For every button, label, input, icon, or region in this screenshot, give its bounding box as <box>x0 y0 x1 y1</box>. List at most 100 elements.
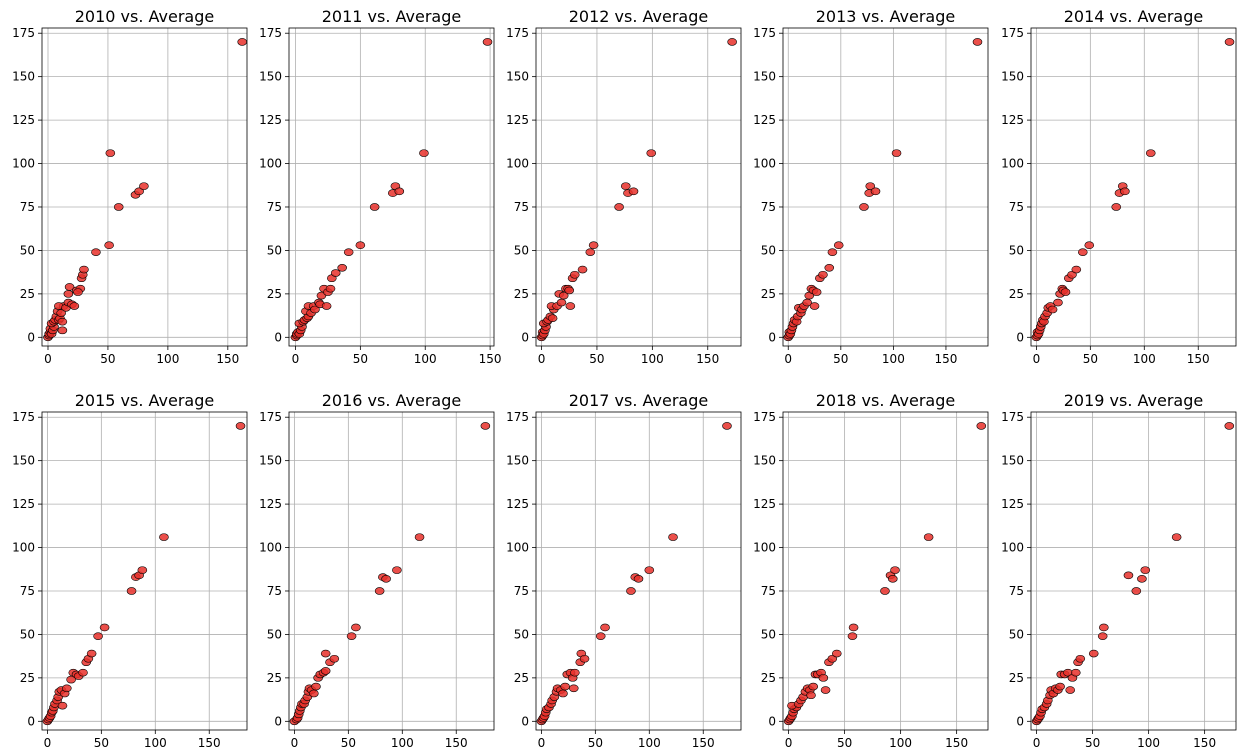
x-tick-label: 0 <box>538 352 546 366</box>
y-tick-label: 100 <box>259 541 282 555</box>
data-point <box>79 265 89 274</box>
data-point <box>976 422 987 430</box>
data-point <box>346 632 357 640</box>
x-tick-label: 50 <box>94 736 109 750</box>
data-point <box>620 182 631 190</box>
data-point <box>73 288 83 296</box>
subplot-1: 0 50 100 150 0 25 50 75 100 125 150 175 2010 vs. Ave… <box>12 7 248 366</box>
data-point <box>1140 566 1151 574</box>
y-tick-label: 25 <box>1009 671 1024 685</box>
y-tick-label: 50 <box>1009 243 1024 257</box>
x-tick-label: 150 <box>945 736 968 750</box>
x-tick-label: 150 <box>692 736 715 750</box>
x-tick-label: 0 <box>291 736 299 750</box>
data-point <box>811 288 822 296</box>
x-tick-label: 150 <box>1187 352 1210 366</box>
data-point <box>1224 38 1235 46</box>
data-point <box>824 264 835 272</box>
data-point <box>806 691 816 700</box>
data-point <box>891 149 902 157</box>
data-point <box>93 632 103 640</box>
data-point <box>66 675 76 684</box>
data-point <box>235 422 246 430</box>
data-point <box>139 182 149 190</box>
data-point <box>480 422 491 430</box>
y-tick-label: 75 <box>267 584 282 598</box>
x-tick-label: 150 <box>216 352 239 366</box>
data-point <box>381 575 391 583</box>
y-tick-label: 175 <box>1001 26 1024 40</box>
x-tick-label: 100 <box>882 352 905 366</box>
data-point <box>237 38 248 46</box>
y-tick-label: 75 <box>514 200 529 214</box>
y-tick-label: 125 <box>506 497 529 511</box>
y-tick-label: 175 <box>506 410 529 424</box>
data-point <box>633 575 644 583</box>
y-tick-label: 0 <box>768 714 776 728</box>
data-point <box>668 533 678 541</box>
y-tick-label: 75 <box>267 200 282 214</box>
plot-frame <box>782 411 989 731</box>
data-point <box>337 264 347 272</box>
y-tick-label: 50 <box>514 627 529 641</box>
data-point <box>614 203 624 211</box>
y-tick-label: 125 <box>12 113 35 127</box>
data-point <box>802 298 812 307</box>
data-point <box>325 284 336 293</box>
x-tick-label: 50 <box>100 352 115 366</box>
y-tick-label: 175 <box>506 26 529 40</box>
y-tick-label: 75 <box>20 584 35 598</box>
plot-frame <box>1030 411 1237 731</box>
data-point <box>1097 632 1108 640</box>
data-point <box>1145 149 1156 157</box>
y-tick-label: 50 <box>514 243 529 257</box>
data-point <box>565 302 576 310</box>
y-tick-label: 150 <box>259 454 282 468</box>
plot-frame <box>288 411 495 731</box>
plot-frame <box>41 411 248 731</box>
data-point <box>355 241 366 250</box>
x-tick-label: 150 <box>198 736 221 750</box>
y-tick-label: 0 <box>1016 330 1024 344</box>
x-tick-label: 100 <box>144 736 167 750</box>
data-point <box>1084 241 1095 250</box>
chart-title: 2017 vs. Average <box>569 391 708 410</box>
y-tick-label: 75 <box>761 584 776 598</box>
data-point <box>1071 668 1081 677</box>
data-point <box>419 149 429 157</box>
chart-title: 2010 vs. Average <box>75 7 214 26</box>
y-tick-label: 175 <box>753 410 776 424</box>
data-point <box>1060 288 1071 296</box>
data-point <box>865 182 876 190</box>
chart-title: 2019 vs. Average <box>1064 391 1203 410</box>
data-point <box>727 38 737 46</box>
y-tick-label: 25 <box>1009 287 1024 301</box>
chart-title: 2016 vs. Average <box>322 391 461 410</box>
y-tick-label: 50 <box>20 243 35 257</box>
data-point <box>113 203 124 211</box>
y-tick-label: 100 <box>506 157 529 171</box>
y-tick-label: 50 <box>761 243 776 257</box>
y-tick-label: 25 <box>20 287 35 301</box>
data-point <box>1071 265 1082 274</box>
plot-frame <box>1030 27 1237 347</box>
data-point <box>570 668 580 677</box>
x-tick-label: 0 <box>785 736 793 750</box>
y-tick-label: 50 <box>761 627 776 641</box>
data-point <box>1123 571 1134 580</box>
data-point <box>1053 298 1063 307</box>
data-point <box>329 654 340 663</box>
x-tick-label: 150 <box>479 352 502 366</box>
data-point <box>392 566 402 574</box>
subplot-6: 0 50 100 150 0 25 50 75 100 125 150 175 2015 vs. Ave… <box>12 391 248 750</box>
x-tick-label: 100 <box>1133 352 1156 366</box>
y-tick-label: 50 <box>267 627 282 641</box>
y-tick-label: 0 <box>1016 714 1024 728</box>
y-tick-label: 0 <box>521 330 529 344</box>
data-point <box>646 149 657 157</box>
y-tick-label: 150 <box>506 70 529 84</box>
y-tick-label: 175 <box>1001 410 1024 424</box>
chart-title: 2015 vs. Average <box>75 391 214 410</box>
data-point <box>558 291 569 300</box>
y-tick-label: 100 <box>506 541 529 555</box>
